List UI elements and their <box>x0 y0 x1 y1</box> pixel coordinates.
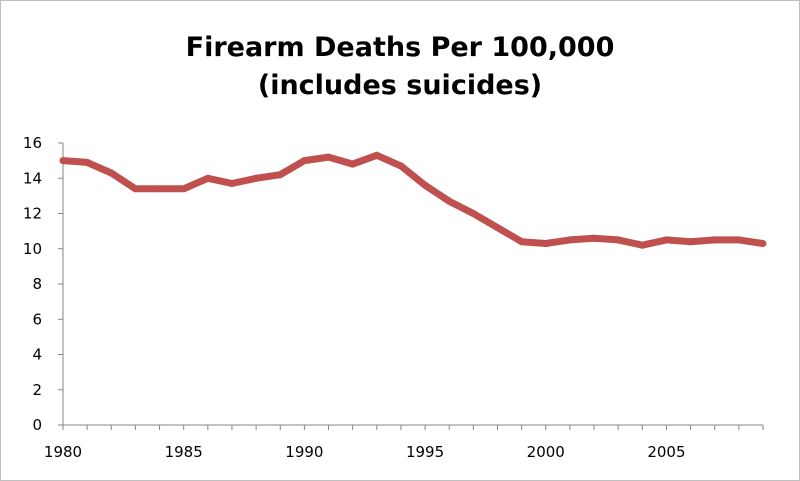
data-point <box>735 236 743 244</box>
data-point <box>373 151 381 159</box>
data-point <box>638 241 646 249</box>
data-point <box>542 240 550 247</box>
data-point <box>469 210 477 217</box>
data-point <box>397 162 405 170</box>
data-point <box>711 236 719 244</box>
y-tick-label: 0 <box>32 416 42 434</box>
y-tick-label: 4 <box>32 346 42 364</box>
chart-axes <box>58 142 764 430</box>
y-tick-label: 8 <box>32 275 42 293</box>
data-point <box>252 174 260 182</box>
series-line <box>62 151 764 249</box>
chart-title: Firearm Deaths Per 100,000 (includes sui… <box>1 29 799 105</box>
data-point <box>204 174 212 182</box>
chart-series <box>59 151 767 249</box>
x-tick-label: 1995 <box>406 443 444 461</box>
data-point <box>421 181 429 189</box>
data-point <box>445 197 453 205</box>
x-tick-label: 1985 <box>165 443 203 461</box>
y-tick-label: 14 <box>23 169 42 187</box>
data-point <box>349 160 357 168</box>
x-tick-label: 2005 <box>647 443 685 461</box>
y-tick-label: 6 <box>32 310 42 328</box>
data-point <box>300 157 308 165</box>
data-point <box>759 240 767 247</box>
data-point <box>494 224 501 232</box>
data-point <box>518 238 526 246</box>
y-tick-label: 12 <box>23 205 42 223</box>
y-tick-label: 10 <box>23 240 42 258</box>
data-point <box>687 238 695 246</box>
data-point <box>180 185 188 193</box>
data-point <box>325 153 332 161</box>
data-point <box>662 236 670 244</box>
chart-title-line: Firearm Deaths Per 100,000 <box>185 32 615 63</box>
chart-subtitle-line: (includes suicides) <box>257 70 543 101</box>
x-tick-label: 1990 <box>285 443 323 461</box>
x-tick-label: 2000 <box>527 443 565 461</box>
data-point <box>107 169 115 177</box>
data-point <box>590 234 598 242</box>
y-tick-label: 2 <box>32 381 42 399</box>
data-point <box>83 158 91 166</box>
y-tick-label: 16 <box>23 134 42 152</box>
data-point <box>228 180 236 187</box>
data-point <box>566 236 574 244</box>
data-point <box>614 236 622 244</box>
data-point <box>156 185 164 193</box>
data-point <box>131 185 139 193</box>
x-tick-label: 1980 <box>44 443 82 461</box>
data-point <box>276 171 284 179</box>
data-point <box>59 157 67 165</box>
chart-tick-labels: 0 2 4 6 8 10 12 14 16 1980 1985 1990 1995 2000 2005 <box>23 134 686 461</box>
